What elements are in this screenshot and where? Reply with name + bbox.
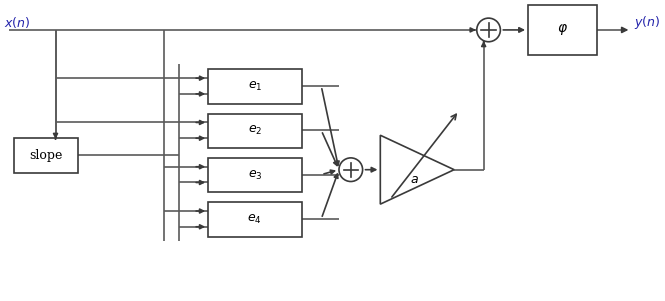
Text: $y(n)$: $y(n)$ [634, 14, 660, 31]
Bar [208, 202, 301, 237]
Text: $\varphi$: $\varphi$ [557, 23, 568, 37]
Bar [14, 138, 78, 173]
Text: $a$: $a$ [410, 173, 419, 186]
Text: $e_4$: $e_4$ [247, 213, 262, 226]
Bar [208, 69, 301, 104]
Bar [208, 158, 301, 192]
Bar [528, 5, 597, 54]
Text: slope: slope [29, 149, 63, 162]
Text: $e_3$: $e_3$ [247, 169, 262, 182]
Bar [208, 113, 301, 148]
Polygon shape [380, 135, 454, 204]
Circle shape [477, 18, 500, 42]
Circle shape [339, 158, 362, 182]
Text: $x(n)$: $x(n)$ [5, 14, 31, 29]
Text: $e_2$: $e_2$ [247, 124, 262, 137]
Text: $e_1$: $e_1$ [247, 80, 262, 93]
